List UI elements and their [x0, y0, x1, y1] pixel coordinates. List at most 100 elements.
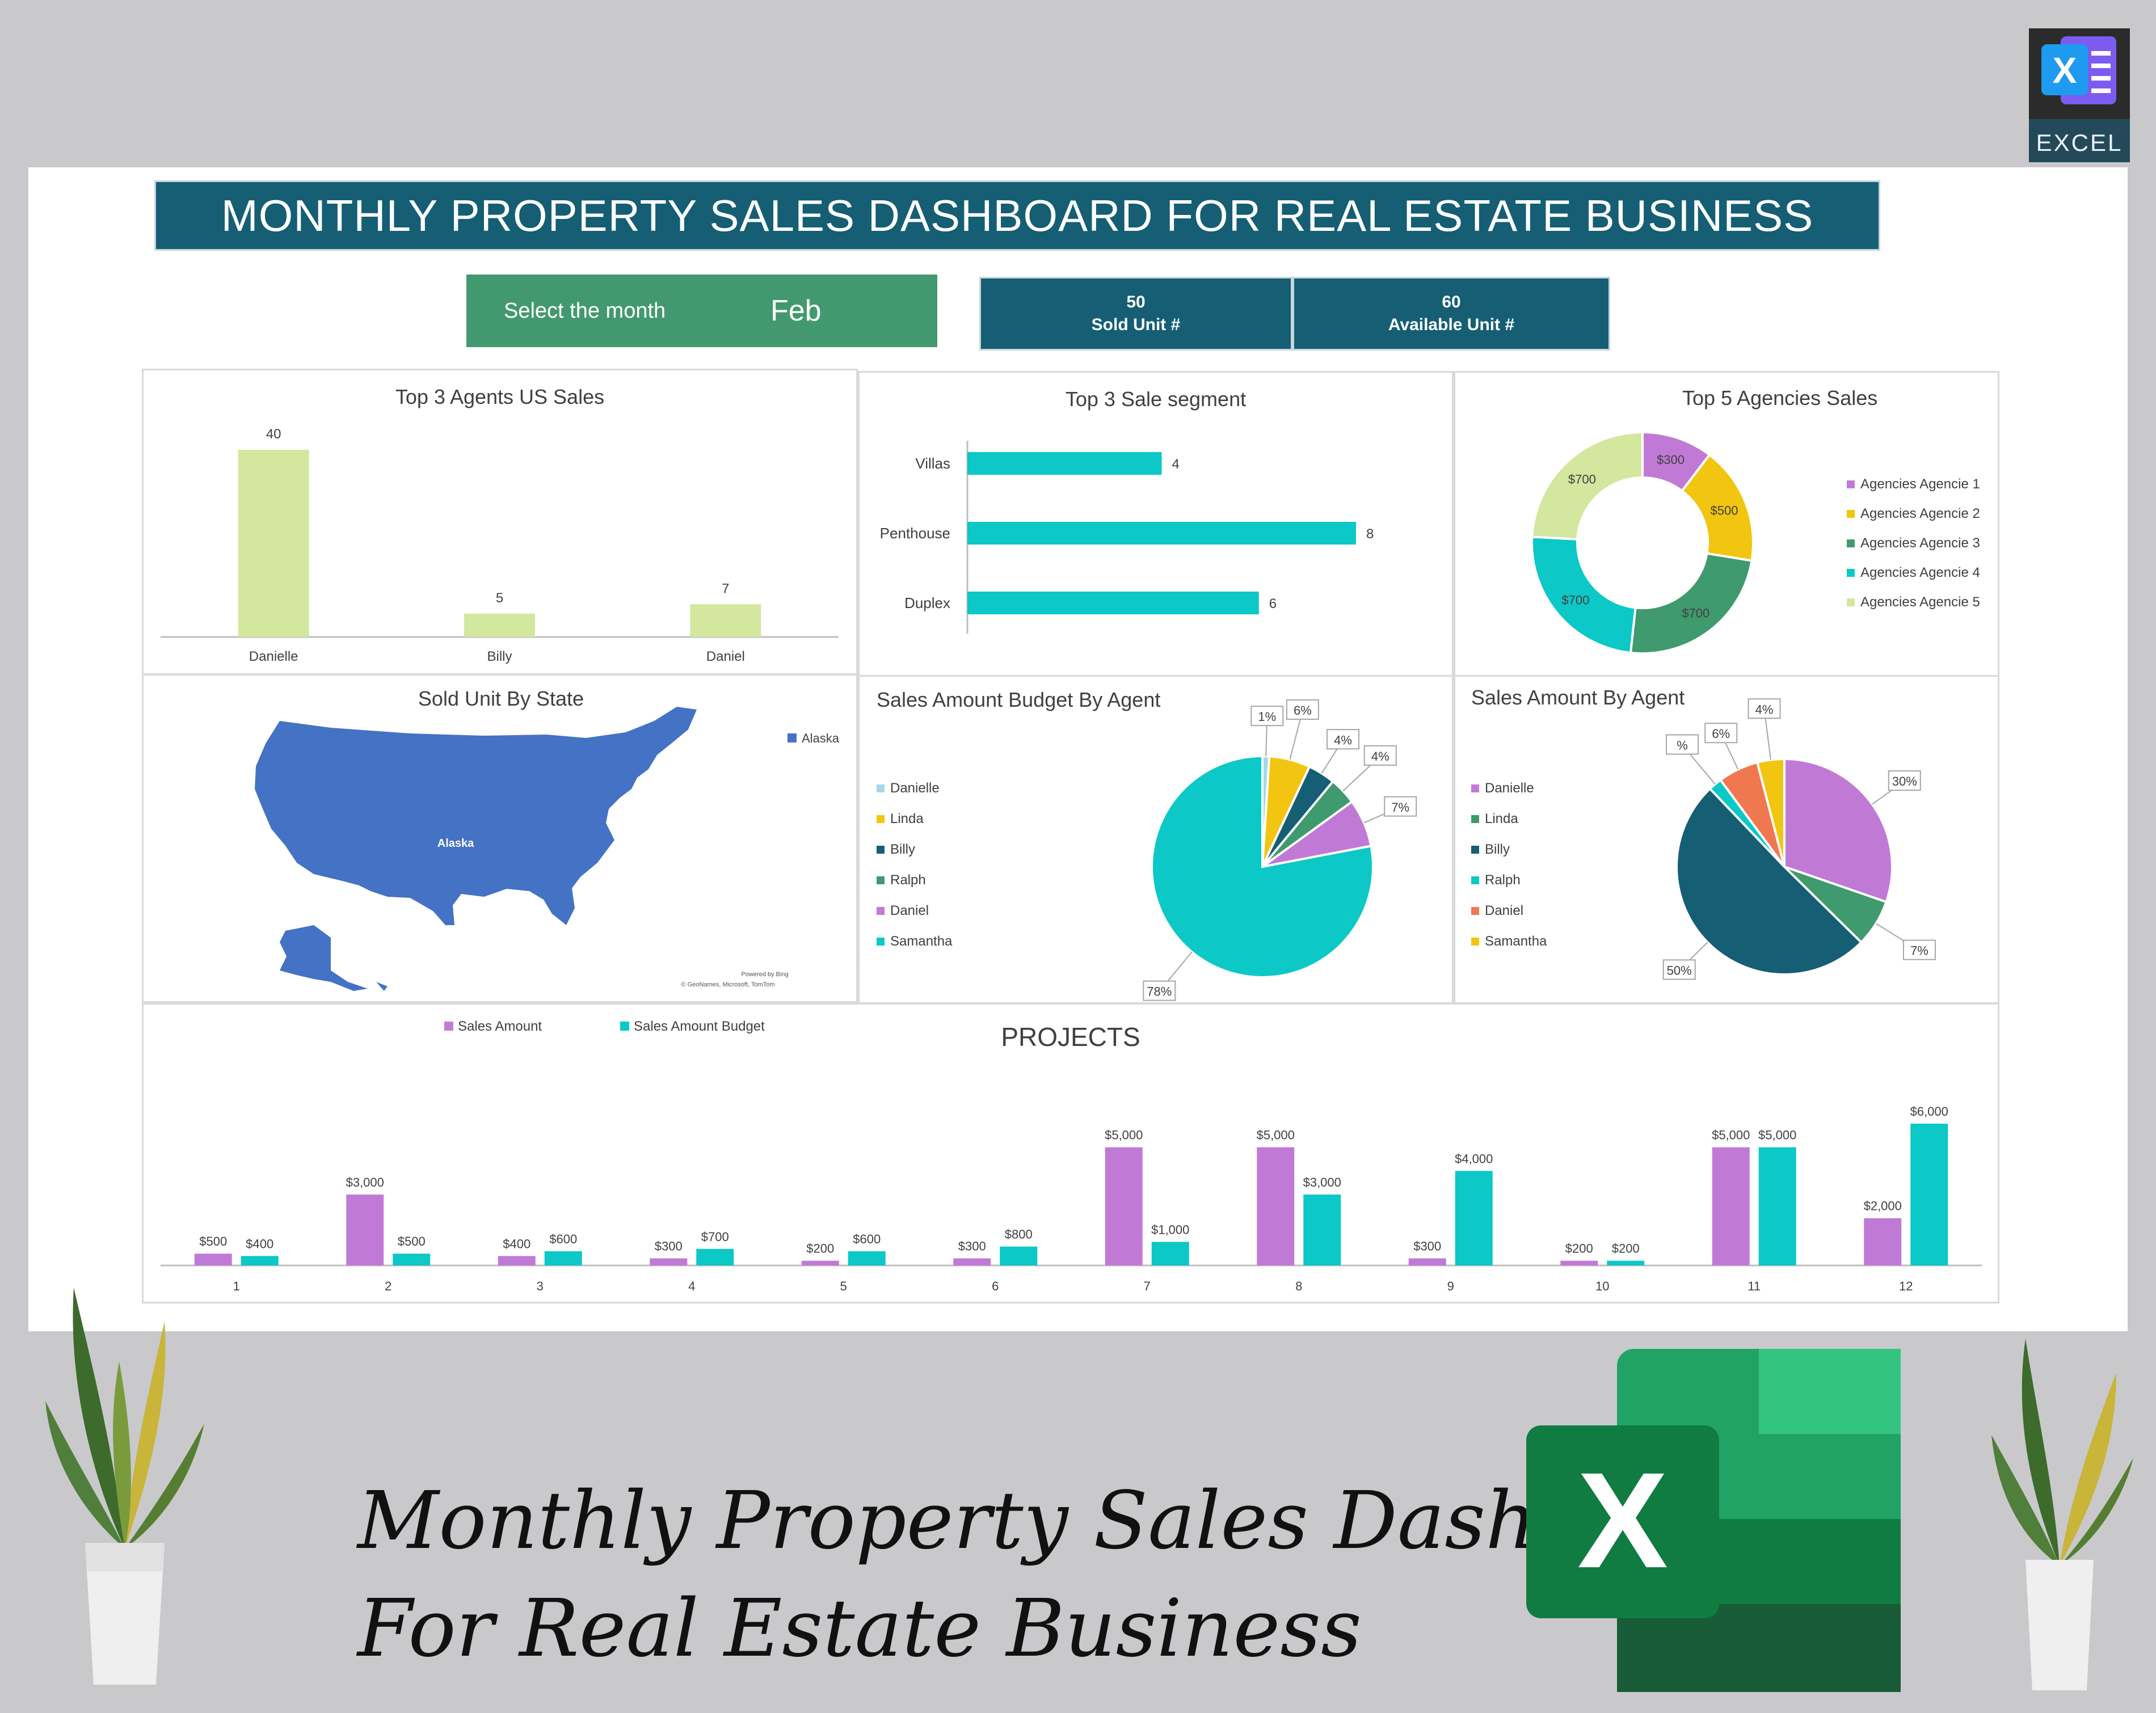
legend-swatch — [1471, 784, 1479, 792]
pie-slice — [1151, 754, 1374, 978]
data-label: $2,000 — [1864, 1199, 1902, 1213]
bar-sales-amount — [1864, 1218, 1902, 1265]
bar — [967, 592, 1259, 614]
legend-swatch — [877, 815, 885, 823]
kpi-available-units: 60 Available Unit # — [1292, 277, 1610, 351]
data-label: $300 — [958, 1239, 986, 1254]
legend-label: Agencies Agencie 3 — [1860, 535, 1980, 551]
label-box — [1143, 980, 1176, 1001]
legend-label: Ralph — [1485, 872, 1521, 888]
legend-swatch — [1471, 846, 1479, 854]
data-label: % — [1677, 739, 1688, 753]
bar-sales-amount — [801, 1260, 839, 1265]
data-label: 7% — [1391, 800, 1409, 815]
category-label: Danielle — [249, 649, 298, 664]
panel-agencies: Top 5 Agencies Sales $300 $500 $700 $700 $70… — [1454, 371, 1999, 677]
bar-sales-amount — [650, 1258, 688, 1265]
legend-swatch — [788, 733, 797, 742]
data-label: 30% — [1892, 774, 1917, 788]
data-label: 8 — [1366, 526, 1374, 542]
kpi-available-value: 60 — [1442, 293, 1461, 311]
label-box — [1250, 706, 1284, 727]
amount-agent-chart: 30% 7% 50%% 6% 4% Danielle Linda Billy Ralph Dani… — [1471, 698, 1936, 980]
label-box — [1666, 734, 1699, 755]
pie-slice — [1783, 757, 1893, 904]
legend-swatch — [1847, 539, 1855, 547]
panel-title: Top 3 Sale segment — [1065, 387, 1247, 411]
panel-state-map: Sold Unit By State Alaska Alaska Powered… — [142, 674, 858, 1003]
legend-swatch — [1471, 815, 1479, 823]
bar-sales-budget — [1910, 1124, 1948, 1265]
us-map: Alaska Alaska Powered by Bing © GeoNames… — [255, 707, 840, 991]
label-box — [1662, 959, 1696, 980]
legend-label: Samantha — [1485, 934, 1547, 949]
legend-swatch — [877, 907, 885, 915]
agencies-chart: $300 $500 $700 $700 $700 Agencies Agencie 1 Ag… — [1531, 431, 1980, 655]
data-label: $3,000 — [1303, 1175, 1341, 1189]
category-label: 5 — [840, 1279, 847, 1293]
plant-right-icon — [1991, 1339, 2133, 1690]
category-label: 3 — [537, 1279, 544, 1293]
data-label: $5,000 — [1758, 1128, 1796, 1142]
bar-sales-amount — [1257, 1147, 1295, 1265]
panel-title: Sales Amount Budget By Agent — [877, 688, 1161, 711]
caption-line-2: For Real Estate Business — [357, 1583, 1362, 1675]
data-label: 4% — [1755, 702, 1774, 716]
legend-swatch — [620, 1022, 629, 1031]
category-label: 8 — [1295, 1279, 1302, 1293]
pie-slice — [1629, 552, 1753, 655]
data-label: $600 — [549, 1232, 577, 1246]
bar — [967, 522, 1356, 545]
legend-swatch — [877, 938, 885, 946]
bar — [238, 450, 309, 637]
bar-sales-budget — [1607, 1260, 1645, 1265]
bar — [690, 604, 761, 637]
data-label: $700 — [1682, 606, 1709, 620]
legend-label: Billy — [1485, 842, 1510, 857]
legend-swatch — [877, 846, 885, 854]
data-label: 7 — [722, 581, 729, 596]
data-label: 50% — [1667, 963, 1692, 977]
bar-sales-budget — [544, 1251, 582, 1265]
plant-left-icon — [45, 1288, 204, 1685]
pie-slice — [1755, 757, 1786, 867]
label-box — [1704, 723, 1738, 744]
kpi-sold-units: 50 Sold Unit # — [979, 277, 1292, 351]
category-label: Billy — [487, 649, 512, 664]
label-box — [1326, 729, 1359, 750]
data-label: $5,000 — [1257, 1128, 1295, 1142]
legend-label: Agencies Agencie 4 — [1860, 565, 1980, 580]
data-label: 7% — [1910, 944, 1928, 958]
excel-badge-label: EXCEL — [2036, 129, 2123, 156]
bar — [967, 452, 1162, 475]
legend-label: Sales Amount — [458, 1019, 542, 1034]
panel-amount-agent: Sales Amount By Agent 30% 7% 50%% 6% 4% Danie… — [1454, 675, 1999, 1004]
bar-sales-budget — [1151, 1242, 1189, 1265]
panel-budget-agent: Sales Amount Budget By Agent 1% 6% 4% 4% 7% 7… — [858, 675, 1454, 1004]
dashboard-title: MONTHLY PROPERTY SALES DASHBOARD FOR REA… — [154, 180, 1880, 251]
legend-label: Agencies Agencie 2 — [1860, 506, 1980, 521]
month-selector-value[interactable]: Feb — [770, 294, 822, 327]
pie-slice — [1675, 787, 1863, 976]
excel-badge: X EXCEL — [2029, 28, 2130, 162]
legend-swatch — [1847, 510, 1855, 518]
data-label: 6% — [1712, 727, 1730, 741]
bar-sales-budget — [1758, 1147, 1796, 1265]
bar-sales-budget — [1303, 1195, 1341, 1265]
category-label: 7 — [1144, 1279, 1151, 1293]
data-label: $5,000 — [1105, 1128, 1143, 1142]
data-label: $200 — [806, 1242, 834, 1256]
data-label: $500 — [398, 1234, 426, 1248]
data-label: $500 — [199, 1234, 227, 1248]
bar-sales-amount — [498, 1256, 536, 1265]
legend-label: Danielle — [890, 780, 940, 796]
category-label: 1 — [233, 1279, 240, 1293]
month-selector[interactable]: Select the month Feb — [466, 275, 937, 347]
panel-title: Top 3 Agents US Sales — [395, 385, 605, 408]
data-label: $200 — [1565, 1242, 1593, 1256]
map-credit-data: © GeoNames, Microsoft, TomTom — [681, 981, 775, 988]
data-label: 1% — [1258, 710, 1276, 724]
legend-label: Linda — [890, 811, 924, 826]
data-label: 4 — [1172, 457, 1180, 472]
bar-sales-budget — [696, 1248, 734, 1265]
